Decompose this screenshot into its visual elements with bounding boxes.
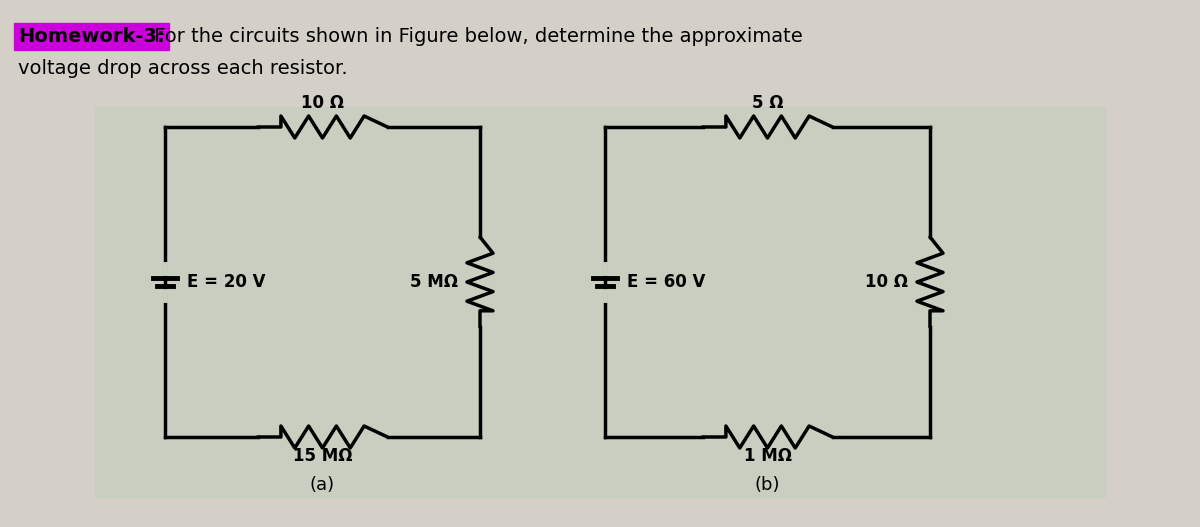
Text: 15 MΩ: 15 MΩ [293,447,353,465]
Text: E = 60 V: E = 60 V [628,273,706,291]
Text: (a): (a) [310,476,335,494]
Text: 10 Ω: 10 Ω [301,94,344,112]
Text: 1 MΩ: 1 MΩ [744,447,792,465]
Text: 5 Ω: 5 Ω [751,94,784,112]
Bar [95,107,1105,497]
Text: 5 MΩ: 5 MΩ [410,273,458,291]
Text: For the circuits shown in Figure below, determine the approximate: For the circuits shown in Figure below, … [148,27,803,46]
Text: voltage drop across each resistor.: voltage drop across each resistor. [18,59,348,78]
Text: E = 20 V: E = 20 V [187,273,265,291]
Text: 10 Ω: 10 Ω [865,273,908,291]
Text: Homework-3:: Homework-3: [18,27,164,46]
Text: (b): (b) [755,476,780,494]
